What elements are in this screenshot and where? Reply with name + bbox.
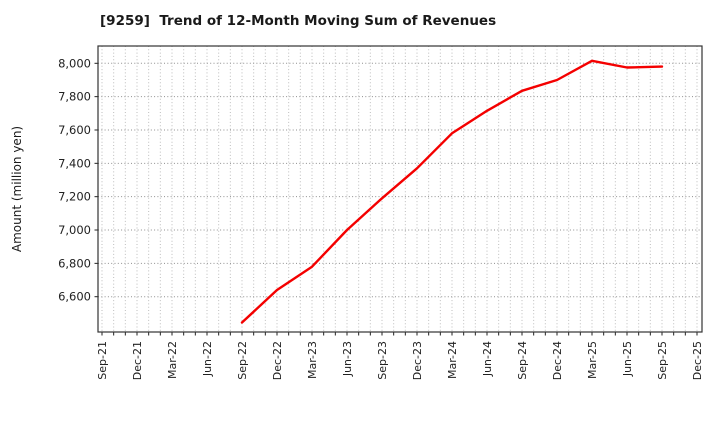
plot-border	[97, 45, 703, 333]
x-tick-label: Jun-24	[481, 341, 494, 377]
x-tick-label: Mar-25	[586, 341, 599, 379]
y-tick-label: 6,800	[58, 256, 91, 270]
y-tick-label: 6,600	[58, 290, 91, 304]
x-tick-label: Mar-22	[166, 341, 179, 379]
x-tick-label: Jun-23	[341, 341, 354, 377]
y-tick-label: 7,400	[58, 156, 91, 170]
x-tick-label: Mar-24	[446, 341, 459, 379]
chart-title: [9259] Trend of 12-Month Moving Sum of R…	[100, 13, 497, 29]
x-tick-label: Dec-24	[551, 341, 564, 380]
x-tick-label: Dec-22	[271, 341, 284, 380]
y-tick-label: 7,800	[58, 90, 91, 104]
x-tick-label: Sep-23	[376, 341, 389, 380]
y-tick-label: 7,200	[58, 190, 91, 204]
y-tick-label: 7,000	[58, 223, 91, 237]
x-tick-label: Dec-21	[131, 341, 144, 380]
x-tick-label: Sep-21	[96, 341, 109, 380]
x-tick-label: Dec-25	[691, 341, 704, 380]
x-tick-label: Jun-22	[201, 341, 214, 377]
x-tick-label: Sep-24	[516, 341, 529, 380]
x-tick-label: Sep-22	[236, 341, 249, 380]
x-tick-label: Jun-25	[621, 341, 634, 377]
x-tick-label: Sep-25	[656, 341, 669, 380]
y-tick-label: 7,600	[58, 123, 91, 137]
revenue-line	[240, 59, 664, 324]
x-tick-label: Dec-23	[411, 341, 424, 380]
y-tick-label: 8,000	[58, 56, 91, 70]
x-tick-label: Mar-23	[306, 341, 319, 379]
